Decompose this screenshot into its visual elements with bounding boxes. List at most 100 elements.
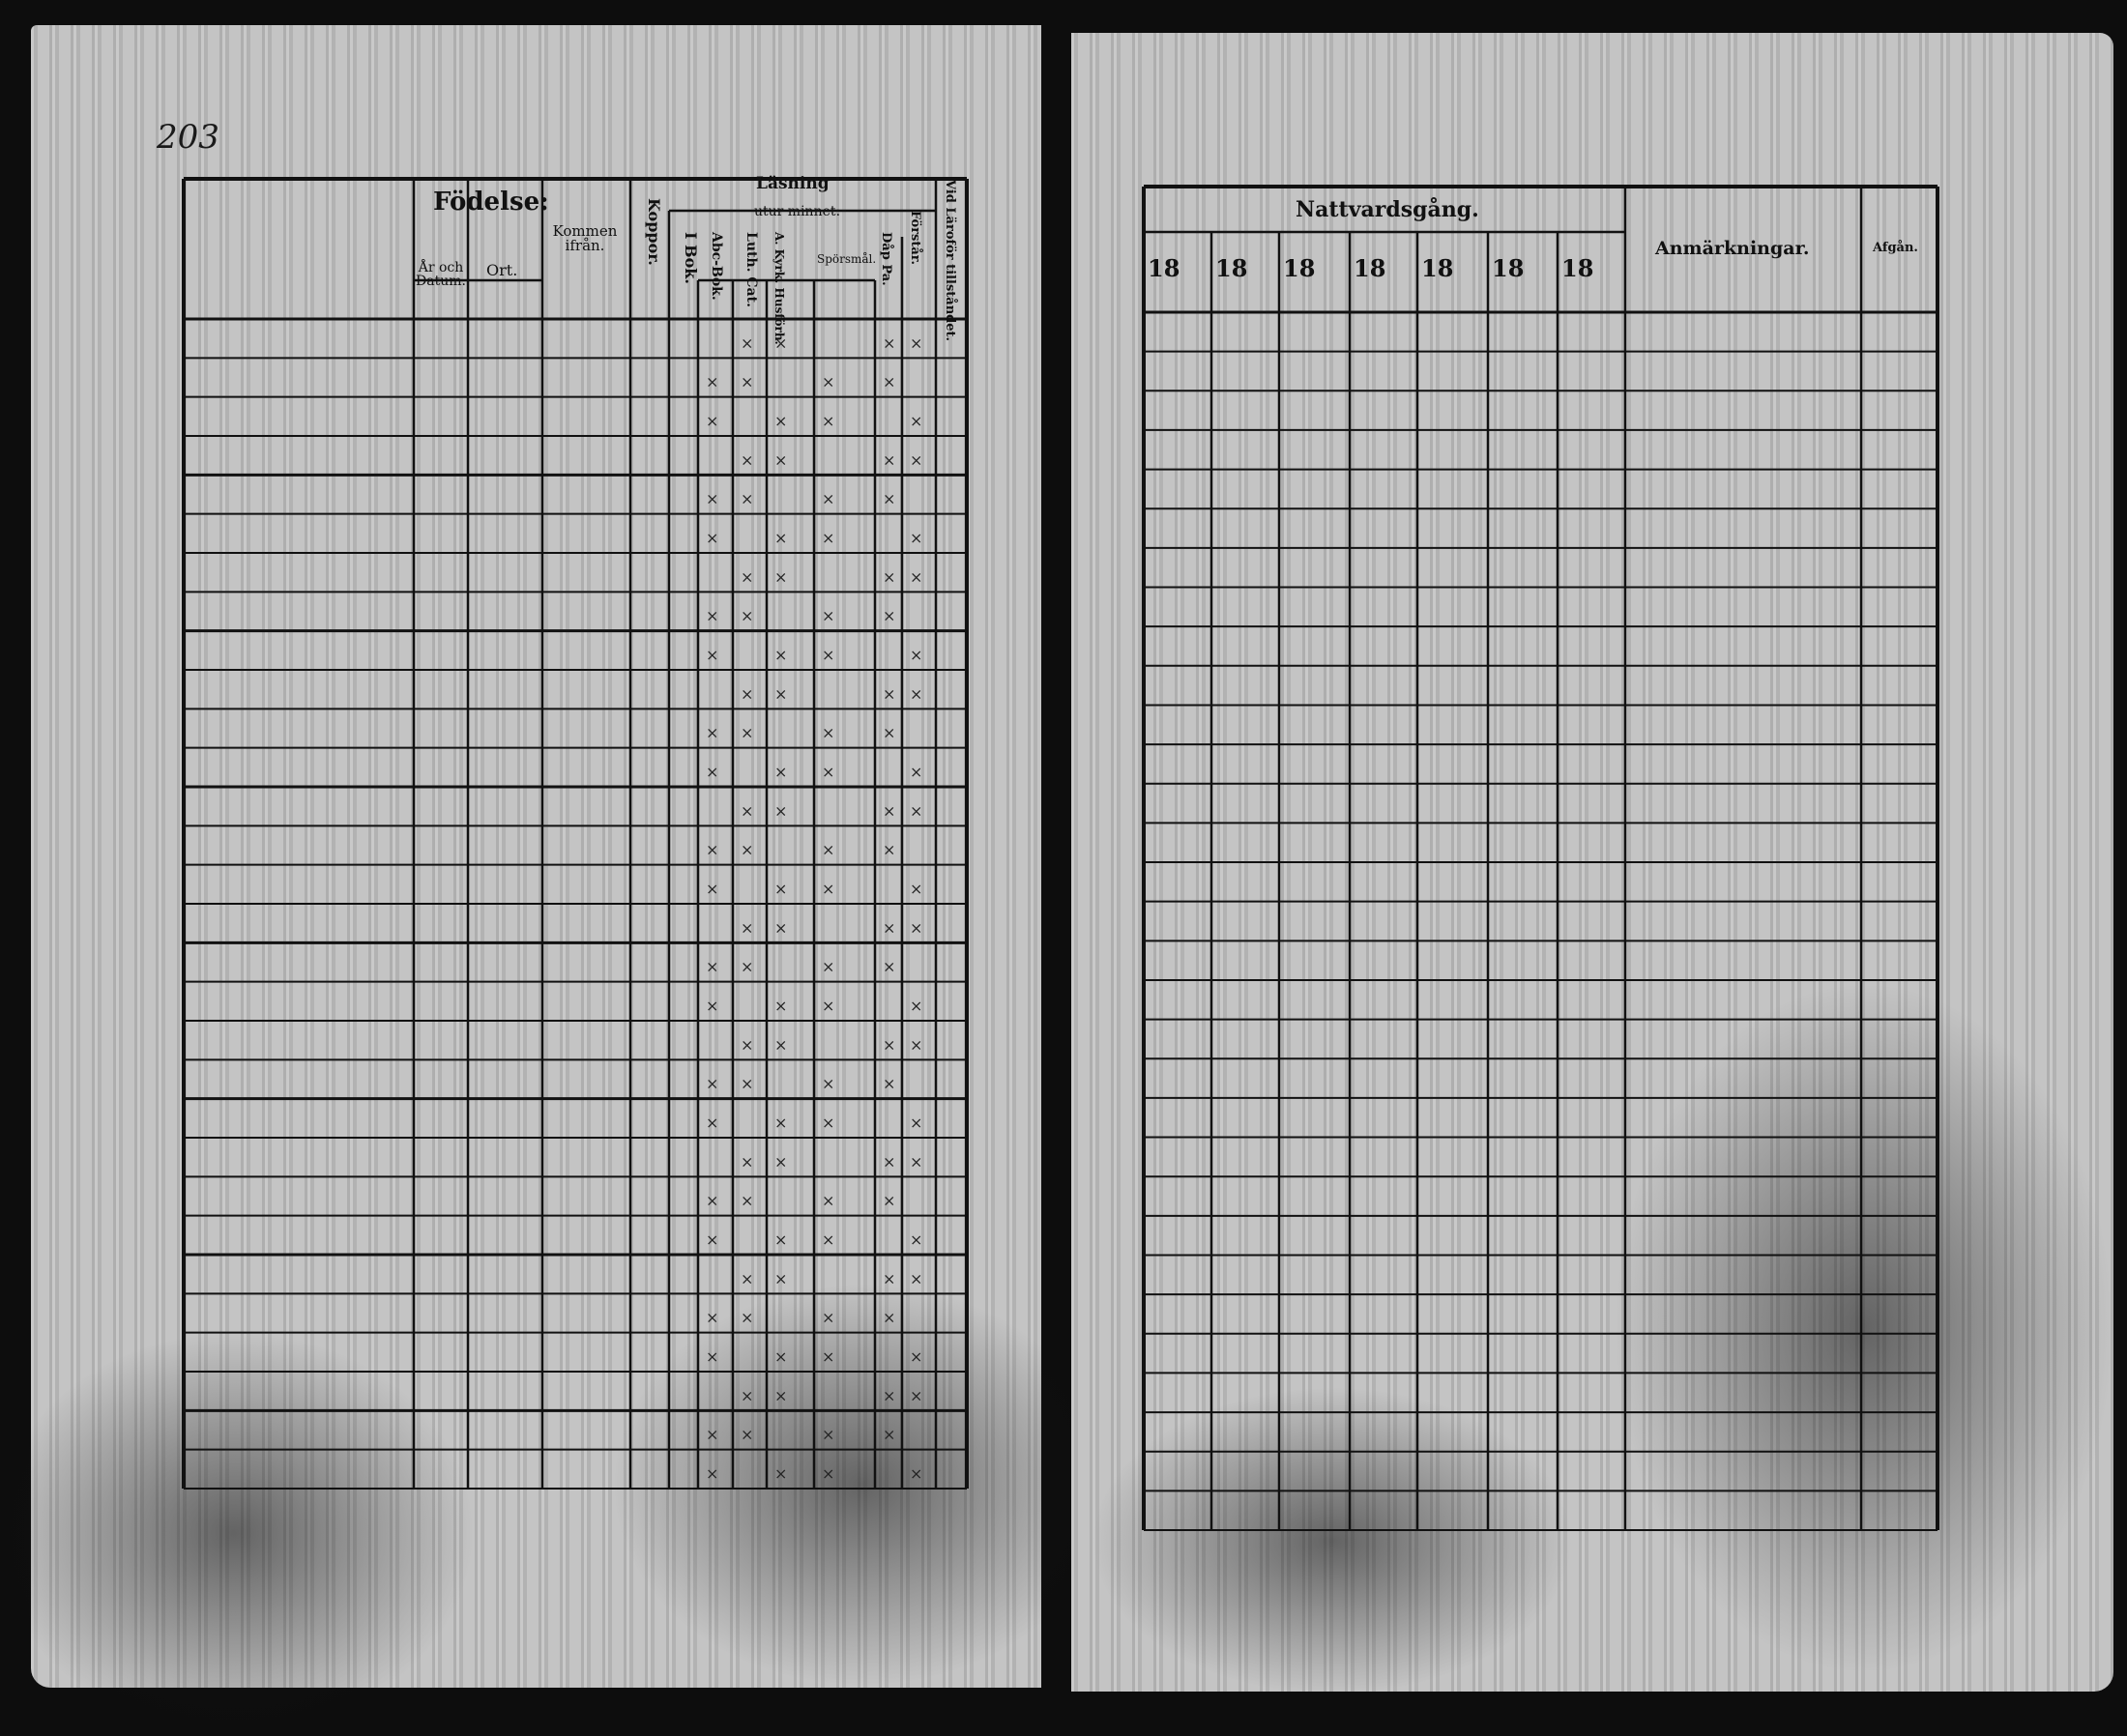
handwritten-mark: × bbox=[883, 918, 895, 937]
handwritten-mark: × bbox=[741, 801, 753, 820]
handwritten-mark: × bbox=[741, 490, 753, 508]
handwritten-mark: × bbox=[774, 918, 787, 937]
handwritten-mark: × bbox=[774, 801, 787, 820]
handwritten-mark: × bbox=[910, 1386, 922, 1404]
header-reading: Läsning bbox=[756, 174, 830, 193]
handwritten-mark: × bbox=[822, 1075, 834, 1093]
handwritten-mark: × bbox=[774, 997, 787, 1015]
handwritten-mark: × bbox=[706, 1464, 718, 1483]
header-remarks: Anmärkningar. bbox=[1655, 238, 1810, 259]
header-birth: Födelse: bbox=[433, 188, 549, 217]
handwritten-mark: × bbox=[774, 450, 787, 469]
handwritten-mark: × bbox=[706, 1192, 718, 1210]
header-abc-book: Abc-Bok. bbox=[709, 232, 724, 301]
handwritten-mark: × bbox=[910, 918, 922, 937]
handwritten-mark: × bbox=[706, 646, 718, 664]
handwritten-mark: × bbox=[741, 333, 753, 352]
handwritten-mark: × bbox=[774, 1114, 787, 1132]
handwritten-mark: × bbox=[910, 333, 922, 352]
handwritten-mark: × bbox=[822, 880, 834, 898]
header-birth-place: Ort. bbox=[486, 261, 518, 279]
handwritten-mark: × bbox=[910, 1035, 922, 1054]
handwritten-mark: × bbox=[910, 684, 922, 703]
handwritten-mark: × bbox=[822, 997, 834, 1015]
handwritten-mark: × bbox=[910, 529, 922, 547]
header-in-book: I Bok. bbox=[682, 232, 700, 284]
handwritten-mark: × bbox=[910, 801, 922, 820]
handwritten-mark: × bbox=[910, 997, 922, 1015]
handwritten-mark: × bbox=[883, 490, 895, 508]
handwritten-mark: × bbox=[706, 958, 718, 976]
handwritten-mark: × bbox=[741, 607, 753, 625]
handwritten-mark: × bbox=[741, 958, 753, 976]
handwritten-mark: × bbox=[822, 724, 834, 742]
header-year-3: 18 bbox=[1283, 254, 1316, 282]
handwritten-mark: × bbox=[883, 1035, 895, 1054]
handwritten-mark: × bbox=[741, 567, 753, 586]
handwritten-mark: × bbox=[706, 607, 718, 625]
handwritten-mark: × bbox=[774, 646, 787, 664]
handwritten-mark: × bbox=[822, 529, 834, 547]
header-departed: Afgån. bbox=[1873, 241, 1918, 255]
handwritten-mark: × bbox=[822, 1347, 834, 1366]
header-year-4: 18 bbox=[1354, 254, 1386, 282]
header-dop-pa: Dåp Pa. bbox=[879, 232, 893, 286]
handwritten-mark: × bbox=[822, 373, 834, 391]
handwritten-mark: × bbox=[883, 1152, 895, 1171]
handwritten-mark: × bbox=[822, 1192, 834, 1210]
handwritten-mark: × bbox=[774, 763, 787, 781]
handwritten-mark: × bbox=[774, 1035, 787, 1054]
handwritten-mark: × bbox=[883, 1386, 895, 1404]
handwritten-mark: × bbox=[706, 1426, 718, 1444]
handwritten-mark: × bbox=[774, 1464, 787, 1483]
header-by-heart: utur minnet: bbox=[754, 204, 841, 219]
handwritten-mark: × bbox=[910, 1114, 922, 1132]
handwritten-mark: × bbox=[822, 1464, 834, 1483]
handwritten-mark: × bbox=[774, 412, 787, 430]
handwritten-mark: × bbox=[741, 1309, 753, 1327]
handwritten-mark: × bbox=[706, 490, 718, 508]
handwritten-mark: × bbox=[774, 529, 787, 547]
handwritten-mark: × bbox=[883, 373, 895, 391]
handwritten-mark: × bbox=[706, 1114, 718, 1132]
handwritten-mark: × bbox=[910, 1464, 922, 1483]
handwritten-mark: × bbox=[741, 841, 753, 859]
handwritten-mark: × bbox=[706, 1309, 718, 1327]
handwritten-mark: × bbox=[883, 1075, 895, 1093]
handwritten-mark: × bbox=[883, 1426, 895, 1444]
handwritten-mark: × bbox=[910, 646, 922, 664]
handwritten-mark: × bbox=[883, 841, 895, 859]
handwritten-mark: × bbox=[706, 841, 718, 859]
handwritten-mark: × bbox=[822, 841, 834, 859]
handwritten-mark: × bbox=[741, 684, 753, 703]
handwritten-mark: × bbox=[910, 763, 922, 781]
handwritten-mark: × bbox=[741, 1035, 753, 1054]
handwritten-mark: × bbox=[910, 1269, 922, 1288]
handwritten-mark: × bbox=[774, 567, 787, 586]
handwritten-mark: × bbox=[822, 1426, 834, 1444]
handwritten-mark: × bbox=[883, 801, 895, 820]
handwritten-mark: × bbox=[883, 684, 895, 703]
handwritten-mark: × bbox=[822, 1309, 834, 1327]
handwritten-mark: × bbox=[741, 1192, 753, 1210]
header-a-kyrk: A. Kyrk. Husförh. bbox=[772, 232, 786, 345]
handwritten-mark: × bbox=[706, 763, 718, 781]
header-year-2: 18 bbox=[1215, 254, 1248, 282]
handwritten-mark: × bbox=[741, 918, 753, 937]
handwritten-mark: × bbox=[822, 1114, 834, 1132]
handwritten-mark: × bbox=[706, 997, 718, 1015]
handwritten-mark: × bbox=[910, 450, 922, 469]
handwritten-mark: × bbox=[774, 880, 787, 898]
handwritten-mark: × bbox=[774, 333, 787, 352]
handwritten-mark: × bbox=[822, 490, 834, 508]
handwritten-mark: × bbox=[741, 1386, 753, 1404]
handwritten-mark: × bbox=[822, 412, 834, 430]
header-year-7: 18 bbox=[1561, 254, 1594, 282]
handwritten-mark: × bbox=[774, 1347, 787, 1366]
handwritten-mark: × bbox=[741, 1075, 753, 1093]
handwritten-mark: × bbox=[706, 880, 718, 898]
header-year-5: 18 bbox=[1421, 254, 1454, 282]
handwritten-mark: × bbox=[706, 529, 718, 547]
page-number-handwritten: 203 bbox=[157, 118, 219, 157]
